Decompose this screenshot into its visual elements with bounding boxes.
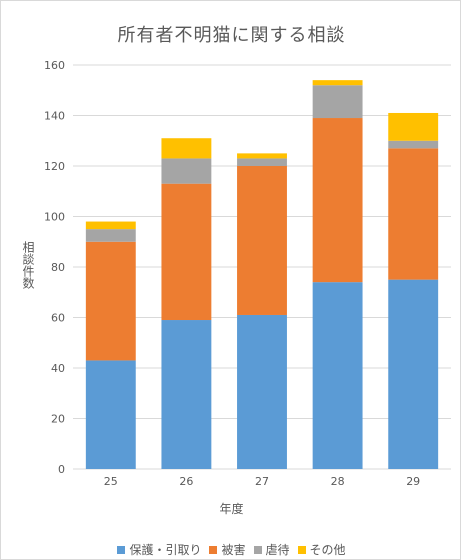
y-tick-label: 0 — [58, 463, 65, 476]
x-tick-label: 28 — [331, 475, 345, 488]
bar-segment — [161, 158, 212, 184]
legend-label: 被害 — [221, 543, 246, 557]
bar-segment — [237, 153, 287, 159]
chart-title: 所有者不明猫に関する相談 — [117, 25, 346, 46]
legend-swatch — [297, 546, 306, 554]
x-tick-label: 29 — [406, 475, 420, 488]
bar-segment — [161, 138, 212, 159]
bar-segment — [312, 85, 363, 119]
bar-segment — [237, 314, 287, 469]
chart-plot-area: 0 20 40 60 80 100 120 140 160 25 26 27 28 29 — [44, 59, 451, 488]
y-tick-label: 120 — [44, 160, 65, 173]
x-tick-label: 25 — [104, 475, 118, 488]
y-tick-label: 40 — [51, 362, 65, 375]
bar-segment — [85, 241, 136, 361]
legend-label: 保護・引取り — [129, 543, 202, 557]
y-tick-label: 100 — [44, 211, 65, 224]
x-tick-label: 27 — [255, 475, 269, 488]
bar-segment — [312, 80, 363, 86]
y-axis-label: 相談件数 — [21, 241, 35, 289]
y-tick-label: 60 — [51, 312, 65, 325]
x-tick-label: 26 — [179, 475, 193, 488]
bar-segment — [312, 118, 363, 283]
legend-label: 虐待 — [265, 543, 290, 557]
y-tick-label: 140 — [44, 110, 65, 123]
bar-segment — [85, 229, 136, 242]
bar-segment — [237, 158, 287, 166]
bar-segment — [388, 148, 439, 280]
legend-item: 虐待 — [253, 541, 290, 558]
bar-segment — [388, 279, 439, 469]
bar-segment — [388, 112, 439, 141]
legend-label: その他 — [309, 543, 346, 557]
chart-legend: 保護・引取り 被害 虐待 その他 — [1, 541, 461, 558]
bar-segment — [85, 221, 136, 230]
legend-item: 被害 — [209, 541, 246, 558]
legend-swatch — [253, 546, 262, 554]
legend-item: その他 — [297, 541, 346, 558]
y-tick-label: 20 — [51, 413, 65, 426]
bar-segment — [85, 360, 136, 469]
legend-swatch — [209, 546, 218, 554]
legend-item: 保護・引取り — [117, 541, 201, 558]
y-tick-label: 80 — [51, 261, 65, 274]
bar-segment — [312, 282, 363, 469]
bar-segment — [161, 183, 212, 321]
x-axis-label: 年度 — [219, 502, 244, 516]
legend-swatch — [117, 546, 126, 554]
y-tick-label: 160 — [44, 59, 65, 72]
bar-segment — [237, 166, 287, 315]
bar-segment — [161, 320, 212, 469]
bar-segment — [388, 140, 439, 149]
